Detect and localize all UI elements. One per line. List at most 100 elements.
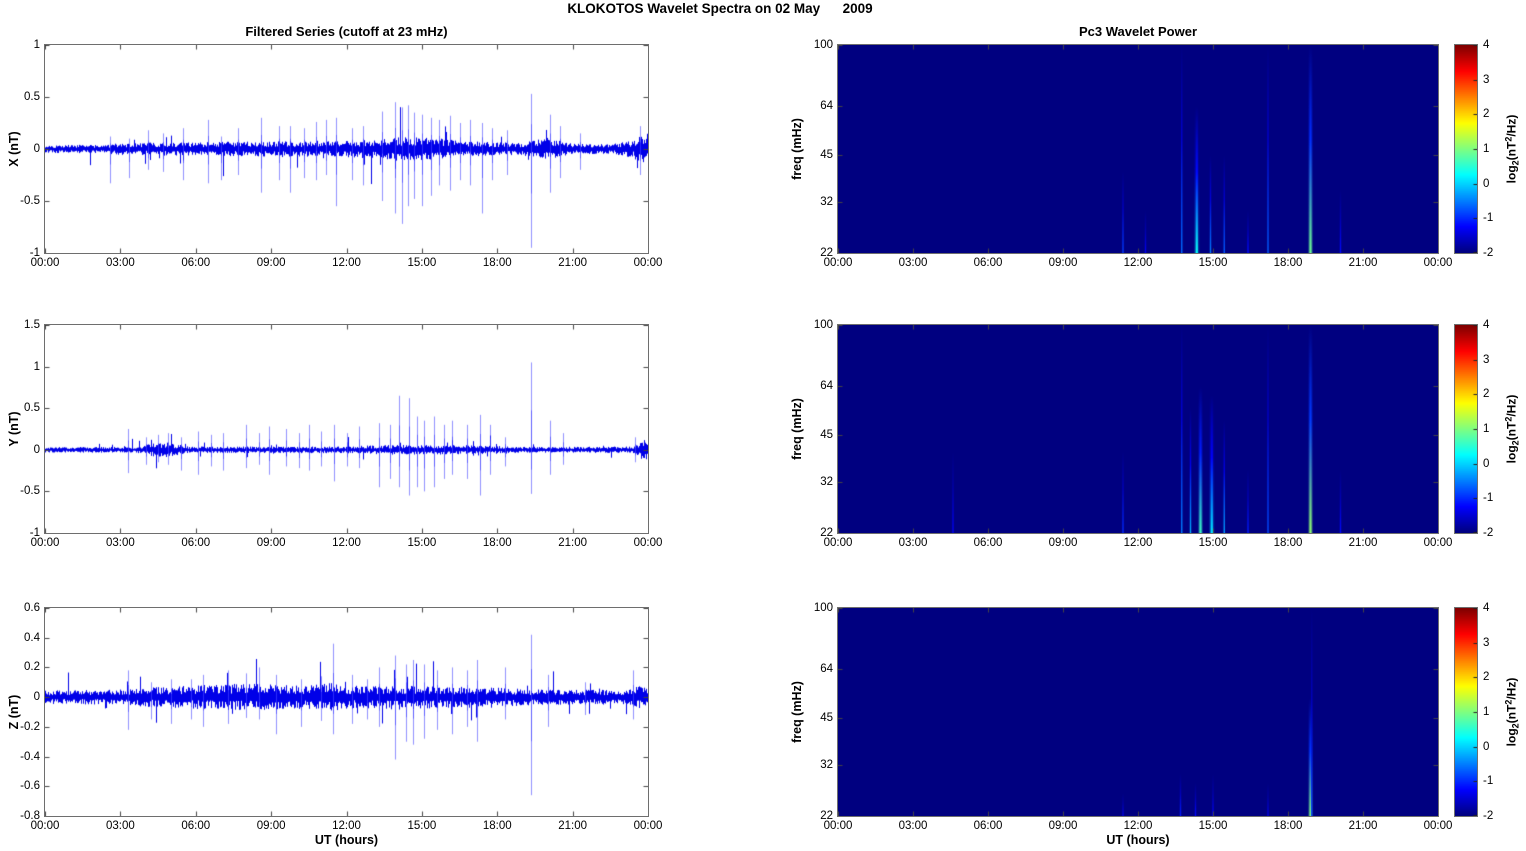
colorbar-tick-label: -1 [1483,212,1494,225]
colorbar-gradient-0 [1454,44,1478,254]
y-series-plot [44,324,649,534]
z-series-ytick-label: 0.6 [24,602,40,614]
z-wavelet-xtick-label: 21:00 [1348,820,1378,832]
x-series-xtick-label: 09:00 [256,257,286,269]
y-wavelet-ytick-label: 45 [820,428,833,441]
z-series-ytick-label: 0.2 [24,661,40,674]
x-series-xtick-label: 03:00 [105,257,135,269]
y-series-ytick-label: -1 [29,527,40,539]
y-series-xtick-label: 15:00 [407,537,437,549]
y-wavelet-xtick-label: 12:00 [1123,537,1153,549]
wavelet-power-title: Pc3 Wavelet Power [1078,24,1197,39]
x-series-ytick-label: 0.5 [24,91,40,103]
x-series-ytick-label: -1 [29,247,40,259]
z-wavelet-xtick-label: 00:00 [1423,820,1453,832]
x-wavelet-ylabel: freq (mHz) [790,118,804,180]
colorbar-tick-label: -2 [1483,527,1494,539]
y-wavelet-xtick-label: 15:00 [1198,537,1228,549]
x-wavelet-xtick-label: 00:00 [823,257,853,269]
colorbar-label-top: log2(nT2/Hz) [1503,114,1521,184]
z-wavelet-heatmap [837,607,1439,817]
z-wavelet-ylabel: freq (mHz) [790,681,804,743]
x-wavelet-ytick-label: 22 [820,247,833,259]
x-series-ytick-label: -0.5 [20,195,40,207]
y-wavelet-ytick-label: 64 [820,380,833,393]
z-wavelet-ytick-label: 45 [820,711,833,724]
z-wavelet-xtick-label: 03:00 [898,820,928,832]
z-wavelet-ytick-label: 32 [820,758,833,771]
colorbar-tick-label: 1 [1483,706,1490,718]
z-wavelet-xtick-label: 00:00 [823,820,853,832]
y-wavelet-ytick-label: 100 [813,319,833,331]
y-series-xtick-label: 09:00 [256,537,286,549]
z-series-xtick-label: 18:00 [482,820,512,832]
colorbar-tick-label: 2 [1483,108,1490,121]
z-series-xtick-label: 09:00 [256,820,286,832]
y-series-xtick-label: 12:00 [332,537,361,549]
y-wavelet-xtick-label: 21:00 [1348,537,1378,549]
colorbar-tick-label: 4 [1483,319,1490,331]
z-wavelet-xtick-label: 15:00 [1198,820,1228,832]
colorbar-label-middle: log2(nT2/Hz) [1503,394,1521,464]
colorbar-tick-label: 4 [1483,602,1490,614]
y-series-xtick-label: 06:00 [181,537,211,549]
y-series-ytick-label: -0.5 [20,485,40,498]
colorbar-tick-label: 3 [1483,353,1490,366]
x-series-xtick-label: 18:00 [482,257,512,269]
y-series-ytick-label: 1.5 [24,319,40,331]
colorbar-tick-label: -1 [1483,775,1494,788]
colorbar-tick-label: 3 [1483,73,1490,86]
x-series-ytick-label: 0 [33,143,40,155]
colorbar-tick-label: 2 [1483,388,1490,401]
x-series-plot [44,44,649,254]
z-wavelet-ytick-label: 22 [820,810,833,822]
z-series-xtick-label: 12:00 [332,820,361,832]
x-wavelet-xtick-label: 00:00 [1423,257,1453,269]
y-series-xtick-label: 00:00 [30,537,60,549]
z-series-xtick-label: 06:00 [181,820,211,832]
z-series-ytick-label: -0.6 [20,780,40,793]
x-wavelet-xtick-label: 03:00 [898,257,928,269]
z-series-ytick-label: 0.4 [24,631,40,644]
z-series-xtick-label: 00:00 [30,820,60,832]
colorbar-label-bottom: log2(nT2/Hz) [1503,677,1521,747]
z-series-ytick-label: -0.8 [20,810,40,822]
z-series-ytick-label: 0 [33,691,40,704]
y-wavelet-xtick-label: 09:00 [1048,537,1078,549]
colorbar-tick-label: 0 [1483,740,1490,753]
x-wavelet-ytick-label: 100 [813,39,833,51]
y-series-ylabel: Y (nT) [7,411,21,447]
z-wavelet-xtick-label: 18:00 [1273,820,1303,832]
x-wavelet-xtick-label: 06:00 [973,257,1003,269]
y-series-ytick-label: 0 [33,443,40,456]
colorbar-tick-label: 1 [1483,423,1490,435]
y-wavelet-xtick-label: 06:00 [973,537,1003,549]
z-series-xtick-label: 15:00 [407,820,437,832]
x-wavelet-ytick-label: 32 [820,195,833,208]
colorbar-tick-label: 2 [1483,671,1490,684]
colorbar-tick-label: -1 [1483,492,1494,505]
x-wavelet-heatmap [837,44,1439,254]
x-series-xtick-label: 15:00 [407,257,437,269]
z-series-plot [44,607,649,817]
y-wavelet-xtick-label: 00:00 [823,537,853,549]
z-wavelet-xtick-label: 09:00 [1048,820,1078,832]
x-wavelet-xtick-label: 18:00 [1273,257,1303,269]
x-series-ylabel: X (nT) [7,131,21,167]
y-wavelet-heatmap [837,324,1439,534]
colorbar-tick-label: 1 [1483,143,1490,155]
y-series-xtick-label: 03:00 [105,537,135,549]
z-series-xtick-label: 03:00 [105,820,135,832]
x-series-xtick-label: 21:00 [558,257,588,269]
x-series-xtick-label: 12:00 [332,257,361,269]
y-series-xtick-label: 18:00 [482,537,512,549]
right-xaxis-label: UT (hours) [1106,833,1170,847]
colorbar-tick-label: -2 [1483,810,1494,822]
x-wavelet-ytick-label: 45 [820,148,833,161]
y-series-ytick-label: 1 [33,360,40,373]
colorbar-tick-label: 3 [1483,636,1490,649]
y-series-ytick-label: 0.5 [24,402,40,415]
z-series-xtick-label: 21:00 [558,820,588,832]
colorbar-tick-label: 0 [1483,177,1490,190]
